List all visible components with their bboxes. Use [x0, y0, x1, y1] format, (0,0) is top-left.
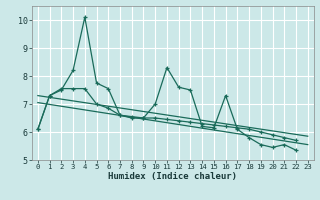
- X-axis label: Humidex (Indice chaleur): Humidex (Indice chaleur): [108, 172, 237, 181]
